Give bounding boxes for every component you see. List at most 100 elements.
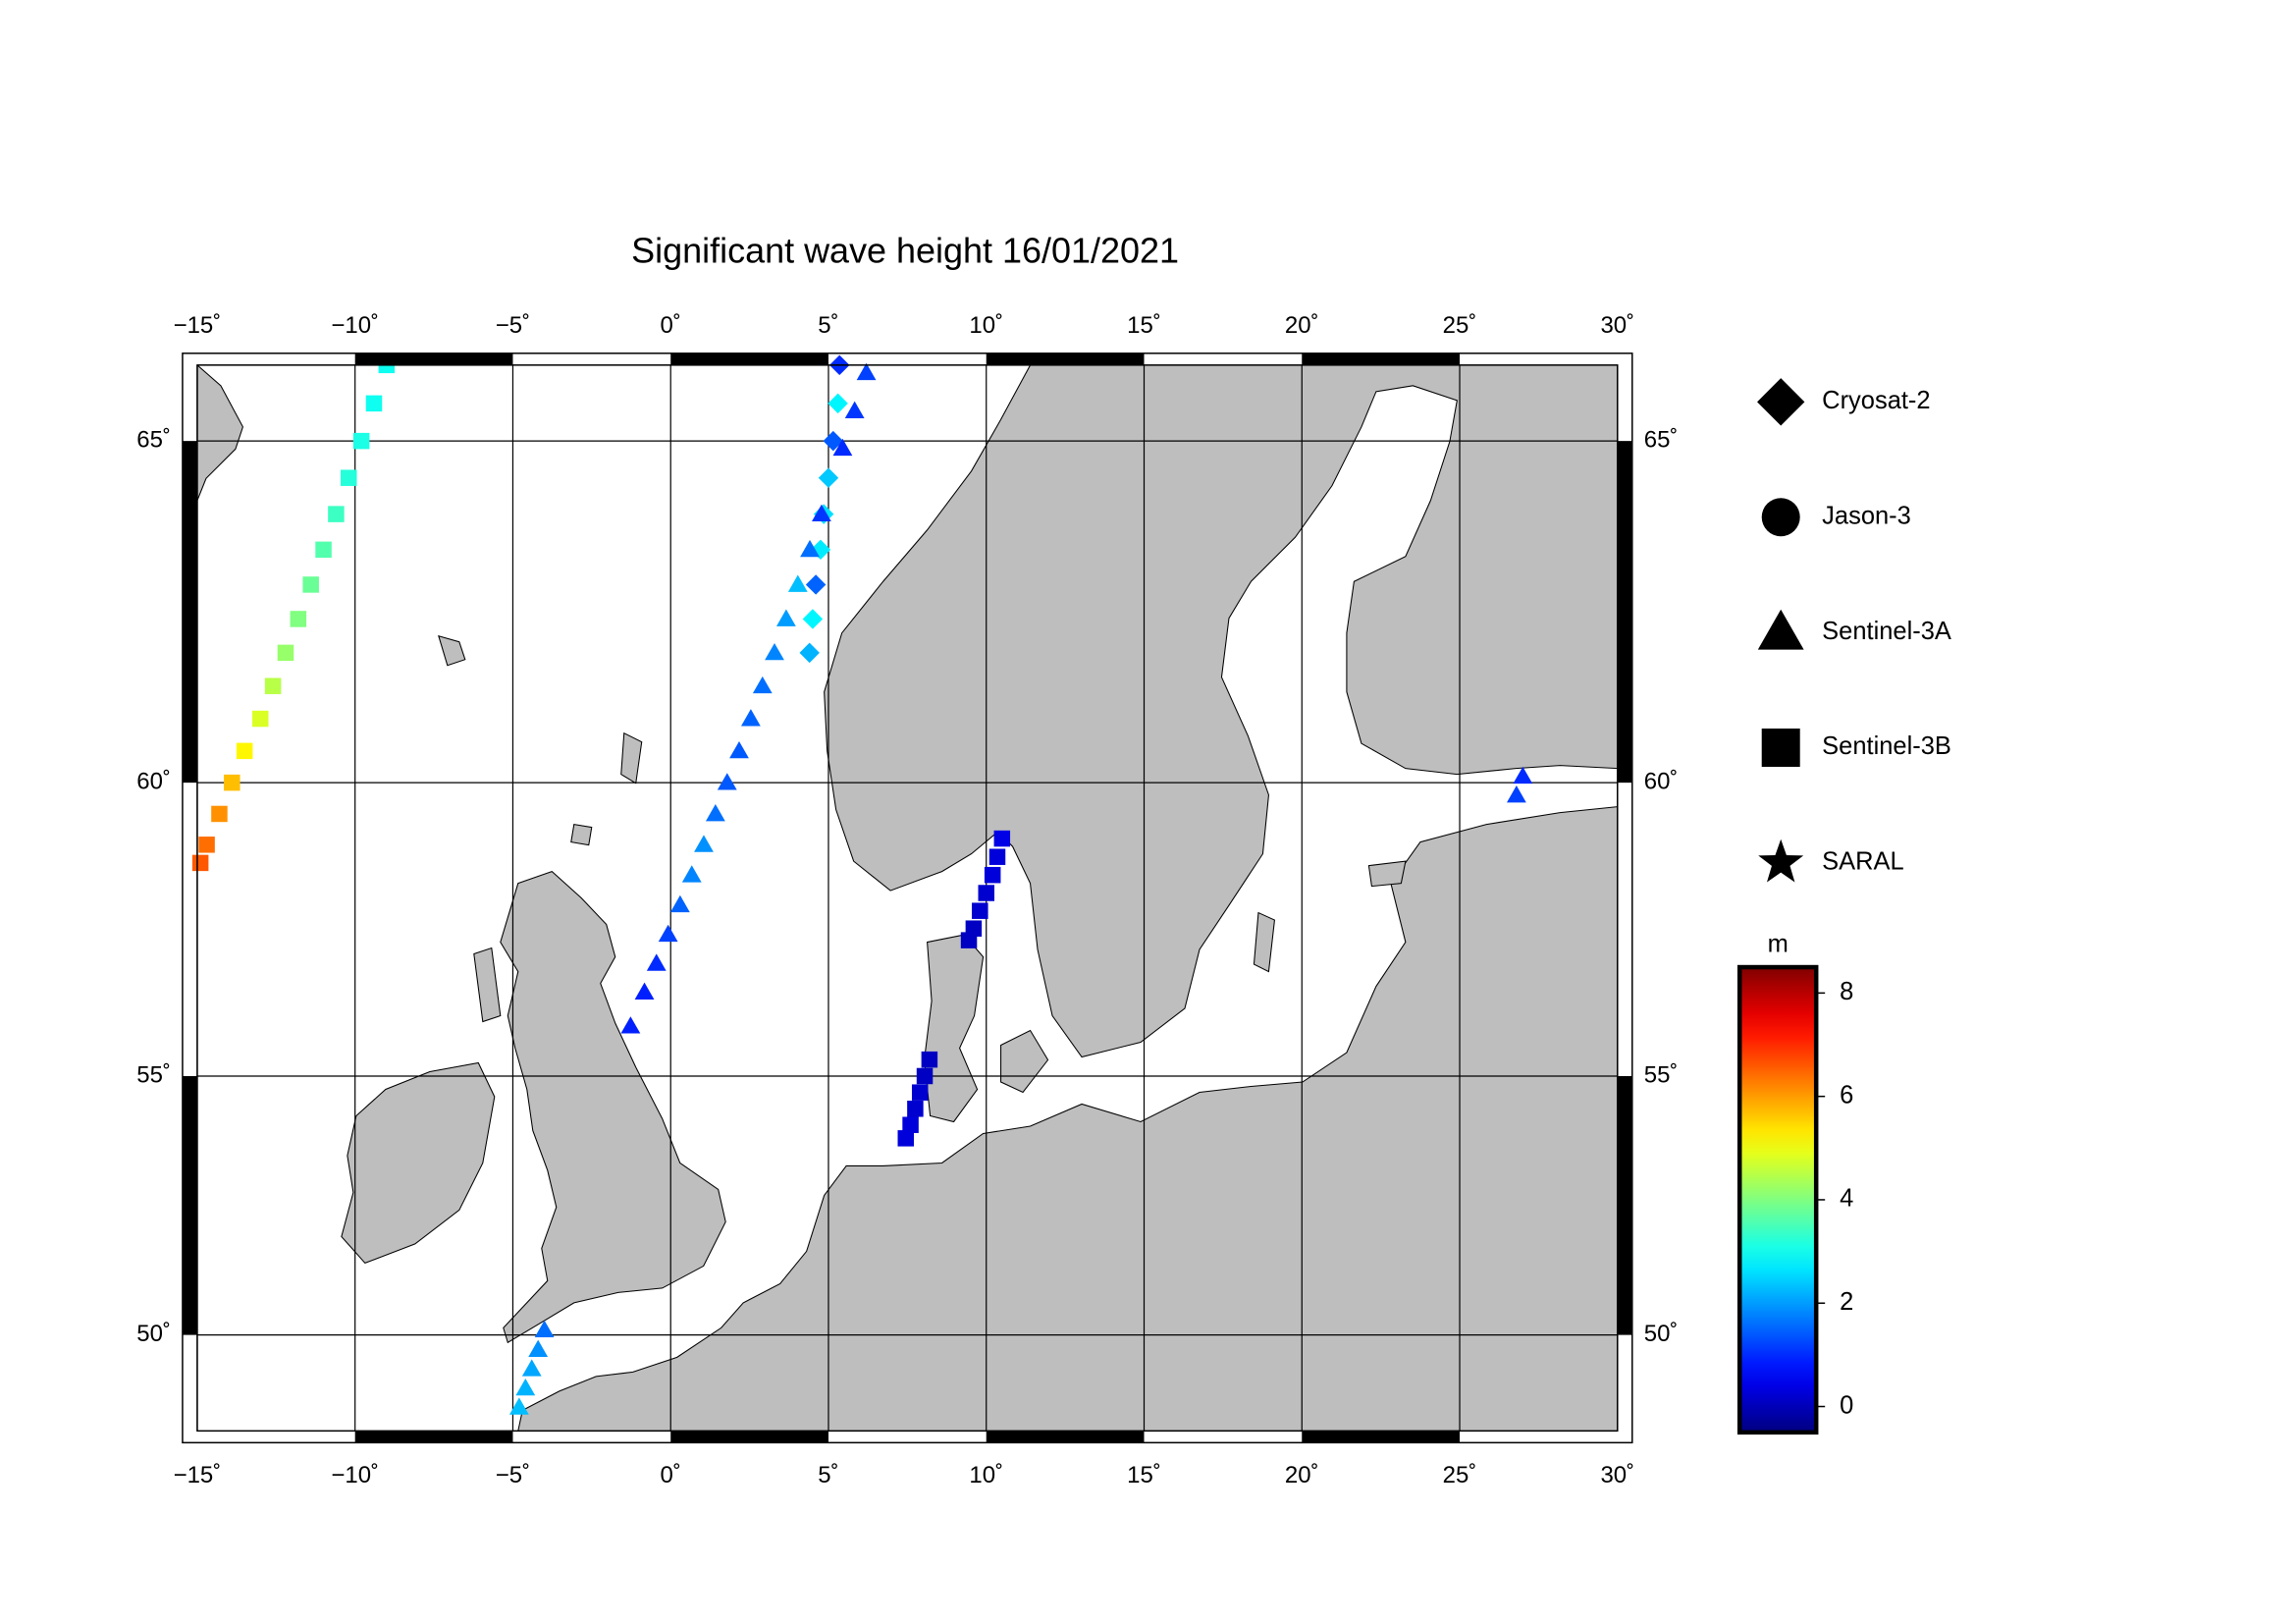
data-point xyxy=(198,837,215,853)
data-point xyxy=(787,574,808,592)
frame-bar xyxy=(986,352,1145,365)
x-tick-label: 25˚ xyxy=(1443,312,1477,339)
y-tick-label: 50˚ xyxy=(136,1321,171,1347)
data-point xyxy=(290,611,307,627)
data-point xyxy=(1507,785,1526,803)
legend-label: Sentinel-3A xyxy=(1822,618,1951,645)
x-tick-label: 0˚ xyxy=(661,312,681,339)
map-border xyxy=(196,364,1619,1433)
y-tick-label: 60˚ xyxy=(136,768,171,794)
ireland xyxy=(341,1061,496,1265)
data-point xyxy=(805,574,827,595)
legend-marker xyxy=(1758,839,1804,883)
data-point xyxy=(799,642,820,664)
data-point xyxy=(717,773,737,790)
data-point xyxy=(646,953,667,971)
frame-layer: −15˚ −15˚ −10˚ −10˚ −5˚ −5˚ 0˚ 0˚ 5˚ 5˚ 10˚ 10˚ 15˚ 1… xyxy=(136,312,1678,1488)
faroe-islands xyxy=(438,634,466,667)
y-tick-label: 55˚ xyxy=(136,1061,171,1088)
y-tick-label: 60˚ xyxy=(1644,768,1679,794)
frame-bar xyxy=(182,441,197,784)
x-tick-label: 15˚ xyxy=(1127,312,1161,339)
land-layer xyxy=(196,364,1618,1432)
x-tick-label: 20˚ xyxy=(1285,312,1319,339)
legend-label: Cryosat-2 xyxy=(1822,387,1930,414)
frame-bar xyxy=(354,352,513,365)
x-tick-label: 30˚ xyxy=(1600,1462,1634,1488)
data-point xyxy=(211,805,228,823)
data-point xyxy=(521,1359,542,1377)
x-tick-label: 10˚ xyxy=(969,312,1003,339)
x-tick-label: 5˚ xyxy=(818,1462,838,1488)
data-point xyxy=(705,804,725,822)
data-point xyxy=(740,709,761,727)
x-tick-label: 30˚ xyxy=(1600,312,1634,339)
saaremaa xyxy=(1367,860,1407,888)
legend-label: Jason-3 xyxy=(1822,502,1911,529)
data-point xyxy=(236,742,253,760)
data-point xyxy=(897,1130,914,1147)
great-britain xyxy=(500,870,726,1344)
x-tick-label: −10˚ xyxy=(331,312,379,339)
data-point xyxy=(902,1116,919,1133)
data-point xyxy=(694,835,714,852)
colorbar-tick-label: 4 xyxy=(1840,1185,1853,1213)
x-tick-label: 15˚ xyxy=(1127,1462,1161,1488)
iceland xyxy=(196,364,243,501)
data-point xyxy=(658,924,678,943)
data-point xyxy=(916,1067,934,1085)
data-point xyxy=(960,932,978,948)
x-tick-label: −10˚ xyxy=(331,1462,379,1488)
legend-label: SARAL xyxy=(1822,848,1904,876)
frame-bar xyxy=(182,1075,197,1335)
y-tick-label: 65˚ xyxy=(136,426,171,453)
grid-layer xyxy=(196,364,1619,1432)
data-point xyxy=(508,1397,529,1415)
data-point xyxy=(765,642,784,661)
orkney xyxy=(570,824,593,846)
data-point xyxy=(328,506,345,522)
colorbar-unit: m xyxy=(1768,930,1789,957)
legend-marker xyxy=(1761,729,1800,767)
x-tick-label: 5˚ xyxy=(818,312,838,339)
colorbar xyxy=(1736,964,1819,1435)
hebrides xyxy=(473,947,502,1023)
x-tick-label: −5˚ xyxy=(496,1462,530,1488)
y-tick-label: 50˚ xyxy=(1644,1321,1679,1347)
data-point xyxy=(978,885,994,901)
legend-marker xyxy=(1761,498,1800,537)
frame-border xyxy=(182,352,1633,1444)
data-point xyxy=(984,866,1001,884)
data-point xyxy=(729,740,749,759)
data-point xyxy=(620,1016,641,1034)
data-point xyxy=(993,830,1011,847)
frame-bar xyxy=(354,1431,513,1443)
data-point xyxy=(352,432,370,450)
data-point xyxy=(681,865,702,883)
legend-label: Sentinel-3B xyxy=(1822,732,1951,760)
colorbar-tick-label: 8 xyxy=(1840,978,1853,1005)
chart-title: Significant wave height 16/01/2021 xyxy=(631,230,1179,270)
data-point xyxy=(528,1339,549,1357)
denmark xyxy=(924,934,985,1123)
legend-marker xyxy=(1757,378,1805,426)
data-point xyxy=(191,854,209,872)
data-point xyxy=(515,1378,536,1396)
frame-bar xyxy=(670,352,828,365)
data-point xyxy=(277,644,294,662)
data-point xyxy=(907,1101,924,1117)
data-point xyxy=(302,576,319,593)
legend: Cryosat-2 Jason-3 Sentinel-3A Sentinel-3B SA… xyxy=(1736,378,1951,1435)
data-point xyxy=(812,504,831,522)
scandinavia xyxy=(824,364,1618,1058)
marks-layer xyxy=(191,354,1533,1415)
frame-bar xyxy=(1617,441,1632,784)
data-point xyxy=(534,1320,555,1338)
data-point xyxy=(844,401,865,418)
data-point xyxy=(251,710,269,728)
colorbar-tick-label: 2 xyxy=(1840,1288,1853,1316)
x-tick-label: −15˚ xyxy=(174,1462,222,1488)
frame-bar xyxy=(986,1431,1145,1443)
data-point xyxy=(669,894,690,913)
